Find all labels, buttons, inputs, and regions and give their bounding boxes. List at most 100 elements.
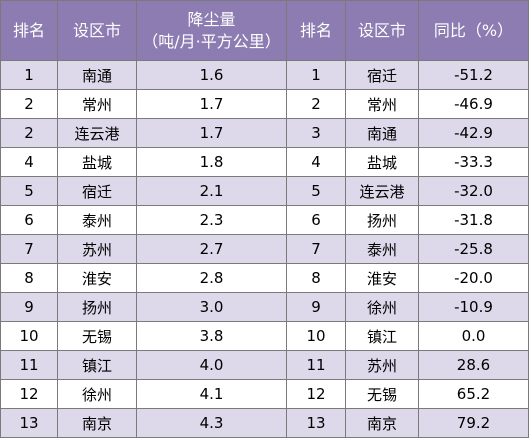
cell-yoy-value: -51.2 [418, 60, 529, 90]
cell-dustfall-value: 1.6 [136, 60, 287, 90]
cell-rank-yoy: 3 [286, 118, 346, 148]
cell-rank-dustfall: 5 [0, 176, 58, 206]
header-row: 排名 设区市 降尘量 （吨/月·平方公里） 排名 设区市 同比（%） [0, 0, 529, 61]
cell-dustfall-value: 2.1 [136, 176, 287, 206]
header-rank-yoy: 排名 [286, 0, 346, 61]
cell-rank-yoy: 13 [286, 408, 346, 438]
cell-city-yoy: 苏州 [345, 350, 419, 380]
cell-dustfall-value: 3.0 [136, 292, 287, 322]
cell-rank-dustfall: 13 [0, 408, 58, 438]
cell-rank-yoy: 8 [286, 263, 346, 293]
cell-dustfall-value: 4.0 [136, 350, 287, 380]
cell-dustfall-value: 3.8 [136, 321, 287, 351]
dustfall-ranking-table: 排名 设区市 降尘量 （吨/月·平方公里） 排名 设区市 同比（%） 1 南通 1.… [0, 0, 529, 438]
cell-yoy-value: -20.0 [418, 263, 529, 293]
cell-city-dustfall: 常州 [57, 89, 137, 119]
cell-city-dustfall: 盐城 [57, 147, 137, 177]
cell-city-yoy: 无锡 [345, 379, 419, 409]
cell-city-dustfall: 苏州 [57, 234, 137, 264]
cell-dustfall-value: 2.3 [136, 205, 287, 235]
cell-rank-yoy: 10 [286, 321, 346, 351]
cell-dustfall-value: 4.3 [136, 408, 287, 438]
cell-rank-yoy: 2 [286, 89, 346, 119]
cell-dustfall-value: 1.7 [136, 89, 287, 119]
cell-yoy-value: 0.0 [418, 321, 529, 351]
cell-rank-dustfall: 8 [0, 263, 58, 293]
cell-city-dustfall: 宿迁 [57, 176, 137, 206]
table-row: 7 苏州 2.7 7 泰州 -25.8 [0, 234, 529, 264]
cell-city-dustfall: 泰州 [57, 205, 137, 235]
cell-yoy-value: -33.3 [418, 147, 529, 177]
cell-city-yoy: 常州 [345, 89, 419, 119]
table-row: 11 镇江 4.0 11 苏州 28.6 [0, 350, 529, 380]
cell-yoy-value: -10.9 [418, 292, 529, 322]
cell-city-dustfall: 无锡 [57, 321, 137, 351]
cell-city-yoy: 徐州 [345, 292, 419, 322]
cell-yoy-value: -46.9 [418, 89, 529, 119]
table-row: 4 盐城 1.8 4 盐城 -33.3 [0, 147, 529, 177]
cell-rank-yoy: 11 [286, 350, 346, 380]
cell-rank-dustfall: 10 [0, 321, 58, 351]
cell-city-yoy: 连云港 [345, 176, 419, 206]
cell-city-dustfall: 镇江 [57, 350, 137, 380]
table-row: 9 扬州 3.0 9 徐州 -10.9 [0, 292, 529, 322]
cell-dustfall-value: 1.8 [136, 147, 287, 177]
header-city-dustfall: 设区市 [57, 0, 137, 61]
cell-dustfall-value: 2.8 [136, 263, 287, 293]
cell-yoy-value: -42.9 [418, 118, 529, 148]
cell-rank-yoy: 12 [286, 379, 346, 409]
table-row: 8 淮安 2.8 8 淮安 -20.0 [0, 263, 529, 293]
table-row: 2 连云港 1.7 3 南通 -42.9 [0, 118, 529, 148]
cell-rank-yoy: 1 [286, 60, 346, 90]
cell-yoy-value: -31.8 [418, 205, 529, 235]
cell-rank-dustfall: 12 [0, 379, 58, 409]
header-dustfall-unit: （吨/月·平方公里） [142, 31, 281, 51]
cell-yoy-value: 79.2 [418, 408, 529, 438]
cell-yoy-value: -32.0 [418, 176, 529, 206]
cell-city-dustfall: 淮安 [57, 263, 137, 293]
cell-rank-yoy: 6 [286, 205, 346, 235]
table-body: 1 南通 1.6 1 宿迁 -51.2 2 常州 1.7 2 常州 -46.9 2 连云港 1.7 3 南通 -4… [0, 60, 529, 438]
cell-yoy-value: 28.6 [418, 350, 529, 380]
table-row: 2 常州 1.7 2 常州 -46.9 [0, 89, 529, 119]
cell-rank-yoy: 5 [286, 176, 346, 206]
cell-rank-yoy: 9 [286, 292, 346, 322]
cell-yoy-value: 65.2 [418, 379, 529, 409]
header-dustfall-title: 降尘量 [187, 9, 236, 29]
cell-city-dustfall: 徐州 [57, 379, 137, 409]
table-row: 5 宿迁 2.1 5 连云港 -32.0 [0, 176, 529, 206]
cell-dustfall-value: 4.1 [136, 379, 287, 409]
cell-rank-yoy: 4 [286, 147, 346, 177]
cell-city-yoy: 淮安 [345, 263, 419, 293]
cell-rank-dustfall: 4 [0, 147, 58, 177]
cell-city-yoy: 泰州 [345, 234, 419, 264]
cell-rank-dustfall: 2 [0, 118, 58, 148]
cell-rank-dustfall: 11 [0, 350, 58, 380]
cell-rank-dustfall: 7 [0, 234, 58, 264]
header-yoy: 同比（%） [418, 0, 529, 61]
cell-rank-dustfall: 9 [0, 292, 58, 322]
cell-city-yoy: 南京 [345, 408, 419, 438]
cell-city-yoy: 南通 [345, 118, 419, 148]
cell-rank-yoy: 7 [286, 234, 346, 264]
cell-yoy-value: -25.8 [418, 234, 529, 264]
header-rank-dustfall: 排名 [0, 0, 58, 61]
cell-city-dustfall: 连云港 [57, 118, 137, 148]
cell-city-dustfall: 南通 [57, 60, 137, 90]
cell-dustfall-value: 1.7 [136, 118, 287, 148]
table-row: 13 南京 4.3 13 南京 79.2 [0, 408, 529, 438]
cell-city-dustfall: 扬州 [57, 292, 137, 322]
cell-dustfall-value: 2.7 [136, 234, 287, 264]
table-header: 排名 设区市 降尘量 （吨/月·平方公里） 排名 设区市 同比（%） [0, 0, 529, 61]
header-dustfall: 降尘量 （吨/月·平方公里） [136, 0, 287, 61]
table-row: 12 徐州 4.1 12 无锡 65.2 [0, 379, 529, 409]
table-row: 1 南通 1.6 1 宿迁 -51.2 [0, 60, 529, 90]
cell-city-yoy: 盐城 [345, 147, 419, 177]
cell-rank-dustfall: 6 [0, 205, 58, 235]
cell-city-yoy: 宿迁 [345, 60, 419, 90]
cell-city-yoy: 扬州 [345, 205, 419, 235]
table-row: 6 泰州 2.3 6 扬州 -31.8 [0, 205, 529, 235]
header-city-yoy: 设区市 [345, 0, 419, 61]
cell-city-dustfall: 南京 [57, 408, 137, 438]
cell-rank-dustfall: 2 [0, 89, 58, 119]
